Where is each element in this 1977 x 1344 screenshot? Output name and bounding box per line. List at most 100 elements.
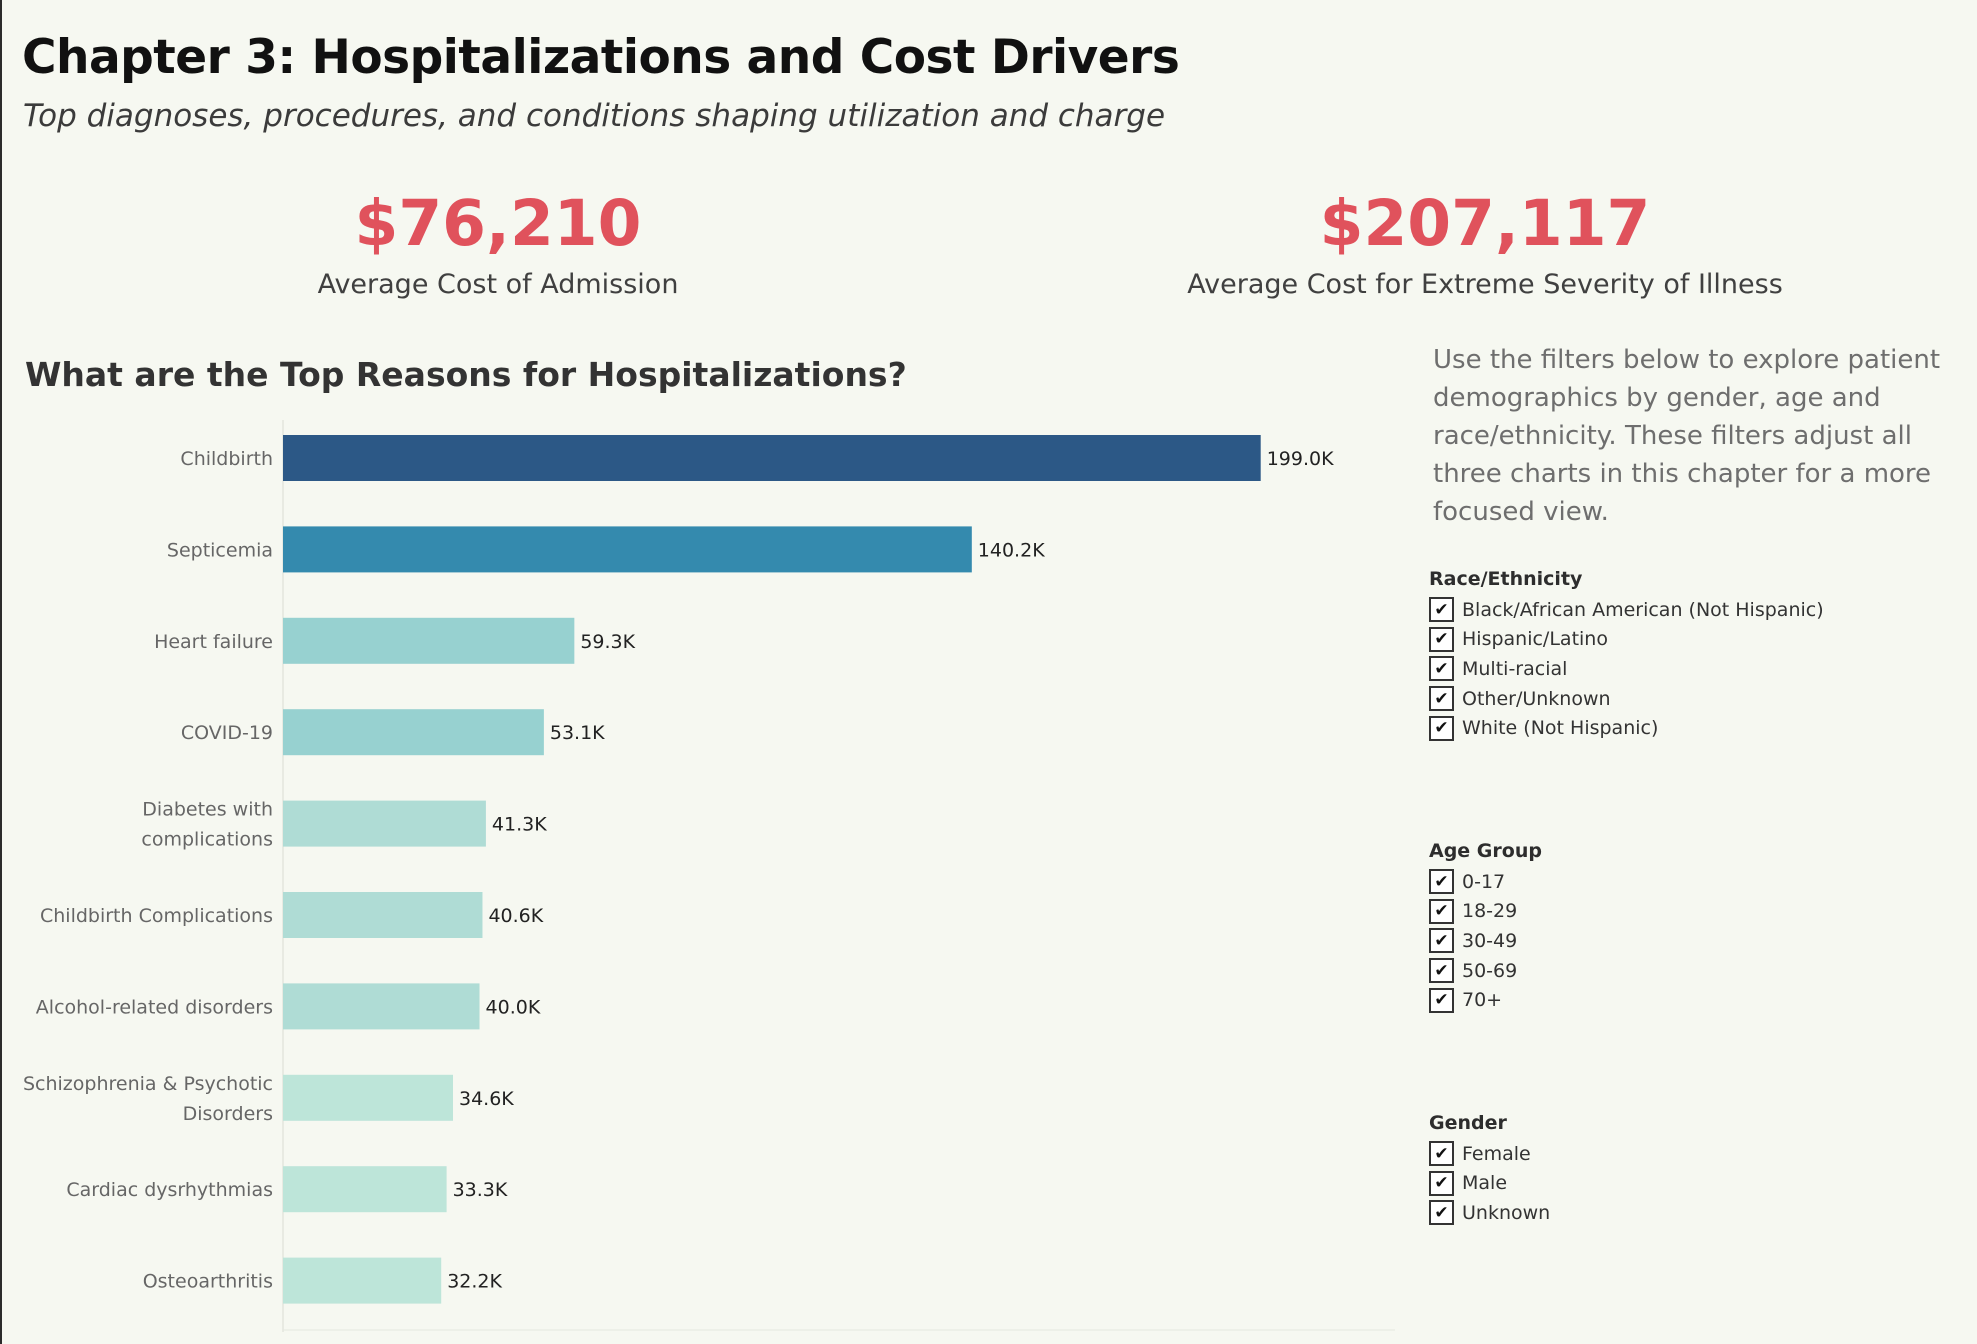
bar-chart: 199.0K Childbirth 140.2K Septicemia 59.3K Hea… <box>23 420 1395 1332</box>
bar-value-label: 33.3K <box>453 1179 508 1201</box>
filter-title: Gender <box>1429 1112 1507 1134</box>
checkbox-label: Hispanic/Latino <box>1462 628 1608 651</box>
filter-title: Race/Ethnicity <box>1429 568 1583 590</box>
checkbox[interactable]: ✔ <box>1429 715 1454 741</box>
filter-option-gender[interactable]: ✔ Unknown <box>1429 1198 1949 1228</box>
filter-options: ✔ Female ✔ Male ✔ Unknown <box>1429 1139 1949 1228</box>
checkmark-icon: ✔ <box>1434 1202 1449 1223</box>
filter-option-race[interactable]: ✔ Hispanic/Latino <box>1429 625 1949 655</box>
category-label: Septicemia <box>167 539 273 561</box>
checkbox[interactable]: ✔ <box>1429 656 1454 682</box>
kpi-value: $207,117 <box>1319 187 1651 260</box>
filter-age-group: Age Group ✔ 0-17 ✔ 18-29 ✔ 30-49 ✔ 50-69 ✔ 70+ <box>1429 840 1949 1015</box>
category-label: Disorders <box>183 1103 273 1125</box>
category-label: Childbirth Complications <box>40 905 273 927</box>
bar-value-label: 199.0K <box>1267 448 1334 470</box>
filter-option-age[interactable]: ✔ 30-49 <box>1429 926 1949 956</box>
checkbox[interactable]: ✔ <box>1429 987 1454 1013</box>
category-label: Alcohol-related disorders <box>36 996 273 1018</box>
filter-option-race[interactable]: ✔ Black/African American (Not Hispanic) <box>1429 595 1949 625</box>
checkmark-icon: ✔ <box>1434 658 1449 679</box>
bar-value-label: 53.1K <box>550 722 605 744</box>
bar <box>283 617 575 664</box>
checkmark-icon: ✔ <box>1434 688 1449 709</box>
kpi-average-cost-extreme-severity: $207,117 Average Cost for Extreme Severi… <box>1160 192 1810 300</box>
checkbox-label: Black/African American (Not Hispanic) <box>1462 598 1824 621</box>
checkmark-icon: ✔ <box>1434 629 1449 650</box>
checkmark-icon: ✔ <box>1434 1143 1449 1164</box>
bar-value-label: 34.6K <box>459 1088 514 1110</box>
kpi-label: Average Cost of Admission <box>317 269 679 300</box>
filter-option-age[interactable]: ✔ 0-17 <box>1429 867 1949 897</box>
bar <box>283 892 483 938</box>
filter-gender: Gender ✔ Female ✔ Male ✔ Unknown <box>1429 1112 1949 1228</box>
checkbox[interactable]: ✔ <box>1429 1141 1454 1167</box>
checkmark-icon: ✔ <box>1434 990 1449 1011</box>
filter-race-ethnicity: Race/Ethnicity ✔ Black/African American (… <box>1429 568 1949 743</box>
checkbox[interactable]: ✔ <box>1429 626 1454 652</box>
bar-value-label: 40.0K <box>486 996 541 1018</box>
filter-option-age[interactable]: ✔ 50-69 <box>1429 956 1949 986</box>
bar <box>283 983 480 1030</box>
page-title: Chapter 3: Hospitalizations and Cost Dri… <box>22 30 1180 85</box>
bar <box>283 1166 447 1213</box>
checkbox-label: 50-69 <box>1462 959 1518 982</box>
category-label: COVID-19 <box>181 722 273 744</box>
filter-option-race[interactable]: ✔ White (Not Hispanic) <box>1429 713 1949 743</box>
checkmark-icon: ✔ <box>1434 599 1449 620</box>
bar-value-label: 40.6K <box>488 905 543 927</box>
bar-value-label: 41.3K <box>492 814 547 836</box>
filter-options: ✔ Black/African American (Not Hispanic) ✔ H… <box>1429 595 1949 743</box>
filter-instructions: Use the filters below to explore patient… <box>1433 345 1941 527</box>
checkbox[interactable]: ✔ <box>1429 1170 1454 1196</box>
checkmark-icon: ✔ <box>1434 901 1449 922</box>
kpi-average-cost-admission: $76,210 Average Cost of Admission <box>298 192 698 300</box>
filter-option-gender[interactable]: ✔ Female <box>1429 1139 1949 1169</box>
bar-value-label: 32.2K <box>447 1271 502 1293</box>
checkbox-label: 70+ <box>1462 989 1503 1012</box>
checkbox-label: 18-29 <box>1462 900 1518 923</box>
kpi-value: $76,210 <box>354 187 642 260</box>
bar <box>283 435 1261 481</box>
category-label: Schizophrenia & Psychotic <box>23 1073 273 1095</box>
category-label: Heart failure <box>154 631 273 653</box>
category-label: complications <box>141 829 273 851</box>
checkbox[interactable]: ✔ <box>1429 928 1454 954</box>
bar <box>283 526 972 573</box>
checkmark-icon: ✔ <box>1434 960 1449 981</box>
category-label: Childbirth <box>180 448 273 470</box>
filter-option-race[interactable]: ✔ Other/Unknown <box>1429 684 1949 714</box>
filter-options: ✔ 0-17 ✔ 18-29 ✔ 30-49 ✔ 50-69 ✔ 70+ <box>1429 867 1949 1015</box>
checkbox[interactable]: ✔ <box>1429 869 1454 895</box>
checkbox[interactable]: ✔ <box>1429 597 1454 623</box>
checkbox-label: White (Not Hispanic) <box>1462 717 1659 740</box>
filter-option-age[interactable]: ✔ 18-29 <box>1429 897 1949 927</box>
checkbox-label: Male <box>1462 1172 1508 1195</box>
category-label: Osteoarthritis <box>143 1271 273 1293</box>
chart-title: What are the Top Reasons for Hospitaliza… <box>25 355 907 394</box>
filter-option-age[interactable]: ✔ 70+ <box>1429 985 1949 1015</box>
checkbox-label: Multi-racial <box>1462 657 1568 680</box>
checkbox[interactable]: ✔ <box>1429 958 1454 984</box>
checkmark-icon: ✔ <box>1434 1173 1449 1194</box>
bar <box>283 800 486 847</box>
kpi-label: Average Cost for Extreme Severity of Ill… <box>1187 269 1783 300</box>
filter-option-race[interactable]: ✔ Multi-racial <box>1429 654 1949 684</box>
checkbox-label: 0-17 <box>1462 870 1506 893</box>
checkbox-label: Female <box>1462 1142 1531 1165</box>
checkbox-label: Unknown <box>1462 1201 1551 1224</box>
checkbox[interactable]: ✔ <box>1429 686 1454 712</box>
bar <box>283 1257 442 1304</box>
checkmark-icon: ✔ <box>1434 930 1449 951</box>
bar-value-label: 59.3K <box>580 631 635 653</box>
bar-value-label: 140.2K <box>978 539 1045 561</box>
checkmark-icon: ✔ <box>1434 718 1449 739</box>
checkbox[interactable]: ✔ <box>1429 898 1454 924</box>
filter-title: Age Group <box>1429 840 1542 862</box>
checkbox-label: Other/Unknown <box>1462 687 1611 710</box>
checkbox-label: 30-49 <box>1462 929 1518 952</box>
checkbox[interactable]: ✔ <box>1429 1200 1454 1226</box>
filter-option-gender[interactable]: ✔ Male <box>1429 1169 1949 1199</box>
bar <box>283 709 544 756</box>
page-subtitle: Top diagnoses, procedures, and condition… <box>23 98 1166 134</box>
